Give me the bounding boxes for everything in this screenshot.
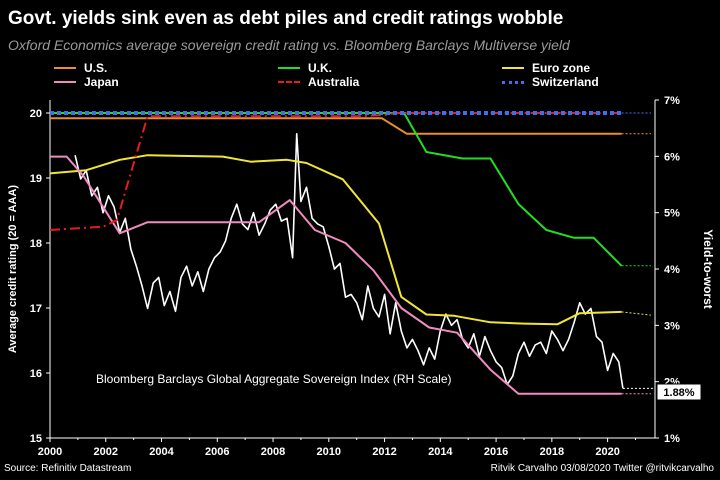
y-left-tick-label: 19 xyxy=(30,173,42,185)
y-left-tick-label: 17 xyxy=(30,303,42,315)
author-credit: Ritvik Carvalho 03/08/2020 Twitter @ritv… xyxy=(490,463,714,474)
series-line-u-k xyxy=(50,112,623,267)
y-right-tick-label: 4% xyxy=(664,264,680,276)
legend-swatch-us xyxy=(54,67,76,69)
last-value-box xyxy=(656,383,702,401)
y-right-axis-title: Yield-to-worst xyxy=(701,229,715,309)
x-tick-label: 2006 xyxy=(205,446,229,458)
series-line-bloomberg-barclays-global-aggregate-sovereign-index xyxy=(74,133,624,389)
x-tick-label: 2008 xyxy=(261,446,285,458)
y-left-axis-title: Average credit rating (20 = AAA) xyxy=(7,185,19,354)
legend-item-uk: U.K. xyxy=(278,61,332,75)
y-right-tick-label: 6% xyxy=(664,151,680,163)
y-left-tick-label: 18 xyxy=(30,238,42,250)
legend-item-us: U.S. xyxy=(54,61,107,75)
legend-label-japan: Japan xyxy=(84,75,119,89)
series-line-euro-zone xyxy=(49,154,622,326)
legend-item-australia: Australia xyxy=(278,75,359,89)
last-value-label: 1.88% xyxy=(663,387,694,399)
legend-item-euro-zone: Euro zone xyxy=(502,61,590,75)
y-right-tick-label: 5% xyxy=(664,208,680,220)
y-right-tick-label: 1% xyxy=(664,433,680,445)
x-tick-label: 2020 xyxy=(595,446,619,458)
x-tick-label: 2012 xyxy=(372,446,396,458)
legend-swatch-euro-zone xyxy=(502,67,524,69)
y-right-tick-label: 3% xyxy=(664,320,680,332)
x-tick-label: 2010 xyxy=(317,446,341,458)
source-note: Source: Refinitiv Datastream xyxy=(4,463,132,474)
x-tick-label: 2018 xyxy=(540,446,564,458)
legend-label-australia: Australia xyxy=(308,75,360,89)
x-tick-label: 2004 xyxy=(149,446,174,458)
x-tick-label: 2000 xyxy=(38,446,62,458)
x-tick-label: 2016 xyxy=(484,446,508,458)
legend-swatch-switzerland xyxy=(502,80,524,84)
y-left-tick-label: 15 xyxy=(30,433,42,445)
index-annotation: Bloomberg Barclays Global Aggregate Sove… xyxy=(96,372,452,386)
legend-swatch-australia xyxy=(278,81,300,83)
legend-label-uk: U.K. xyxy=(308,61,332,75)
chart-subtitle: Oxford Economics average sovereign credi… xyxy=(8,37,570,53)
x-tick-label: 2002 xyxy=(94,446,118,458)
legend-label-switzerland: Switzerland xyxy=(532,75,599,89)
series-extension-euro-zone xyxy=(621,311,652,316)
series-line-australia xyxy=(49,112,622,231)
legend-swatch-japan xyxy=(54,81,76,83)
x-tick-label: 2014 xyxy=(428,446,453,458)
y-left-tick-label: 16 xyxy=(30,368,42,380)
legend-swatch-uk xyxy=(278,67,300,69)
series-line-u-s xyxy=(50,117,622,135)
legend-item-japan: Japan xyxy=(54,75,119,89)
legend-label-euro-zone: Euro zone xyxy=(532,61,591,75)
legend-label-us: U.S. xyxy=(84,61,108,75)
y-right-tick-label: 7% xyxy=(664,95,680,107)
legend-item-switzerland: Switzerland xyxy=(502,75,599,89)
chart-title: Govt. yields sink even as debt piles and… xyxy=(8,8,564,29)
y-left-tick-label: 20 xyxy=(30,108,42,120)
series-line-japan xyxy=(50,155,622,395)
